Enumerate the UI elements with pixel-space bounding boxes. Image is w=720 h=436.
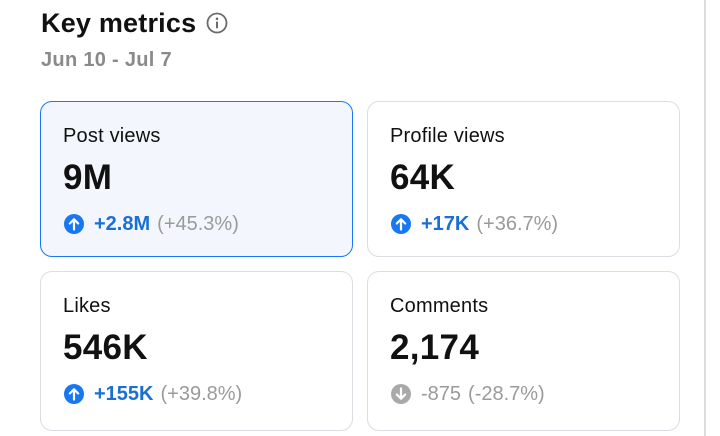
metric-label: Post views (63, 125, 161, 147)
delta-percent: (+45.3%) (157, 213, 239, 235)
delta-absolute: +155K (94, 383, 154, 405)
metric-card-likes[interactable]: Likes 546K +155K (+39.8%) (40, 271, 353, 431)
metric-card-post-views[interactable]: Post views 9M +2.8M (+45.3%) (40, 101, 353, 257)
metric-value: 546K (63, 328, 148, 367)
page-title: Key metrics (41, 8, 197, 38)
delta-percent: (+36.7%) (476, 213, 559, 235)
metric-card-comments[interactable]: Comments 2,174 -875 (-28.7%) (367, 271, 680, 431)
metric-value: 64K (390, 158, 456, 197)
delta-absolute: -875 (421, 383, 462, 405)
metric-delta: +2.8M (+45.3%) (63, 211, 352, 237)
arrow-up-circle-icon (391, 214, 411, 234)
metric-label: Comments (390, 295, 489, 317)
delta-percent: (+39.8%) (160, 383, 243, 405)
metric-label: Likes (63, 295, 111, 317)
metric-delta: -875 (-28.7%) (390, 381, 679, 407)
metric-value: 2,174 (390, 328, 480, 367)
header: Key metrics Jun 10 - Jul 7 (41, 6, 228, 72)
delta-percent: (-28.7%) (468, 383, 545, 405)
metric-cards-grid: Post views 9M +2.8M (+45.3%) Profile vie… (40, 101, 680, 431)
metric-delta: +17K (+36.7%) (390, 211, 679, 237)
metric-delta: +155K (+39.8%) (63, 381, 352, 407)
date-range: Jun 10 - Jul 7 (41, 49, 172, 71)
arrow-up-circle-icon (64, 384, 84, 404)
arrow-up-circle-icon (64, 214, 84, 234)
arrow-down-circle-icon (391, 384, 411, 404)
metric-value: 9M (63, 158, 113, 197)
title-row: Key metrics (41, 6, 228, 40)
delta-absolute: +17K (421, 213, 470, 235)
scroll-edge (704, 0, 720, 436)
metric-label: Profile views (390, 125, 505, 147)
delta-absolute: +2.8M (94, 213, 151, 235)
info-icon[interactable] (206, 12, 228, 34)
metric-card-profile-views[interactable]: Profile views 64K +17K (+36.7%) (367, 101, 680, 257)
